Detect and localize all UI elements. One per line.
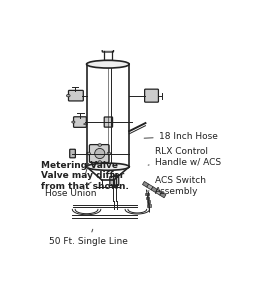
FancyBboxPatch shape (89, 145, 109, 163)
FancyBboxPatch shape (145, 89, 159, 102)
Text: 50 Ft. Single Line: 50 Ft. Single Line (49, 229, 128, 246)
Polygon shape (151, 187, 157, 193)
Ellipse shape (86, 124, 87, 125)
FancyBboxPatch shape (104, 117, 113, 127)
Bar (145, 193, 149, 195)
Ellipse shape (67, 94, 70, 97)
Polygon shape (155, 189, 162, 195)
FancyBboxPatch shape (70, 149, 75, 158)
Ellipse shape (95, 148, 105, 159)
Text: 18 Inch Hose: 18 Inch Hose (144, 132, 217, 141)
FancyBboxPatch shape (102, 46, 113, 52)
Ellipse shape (84, 124, 85, 125)
Ellipse shape (86, 163, 129, 170)
Ellipse shape (87, 152, 90, 155)
Ellipse shape (86, 60, 129, 68)
Bar (147, 204, 150, 207)
Ellipse shape (72, 121, 75, 123)
Text: Metering Valve
Valve may differ
from that shown.: Metering Valve Valve may differ from tha… (41, 161, 129, 191)
Ellipse shape (107, 152, 111, 155)
Polygon shape (147, 184, 153, 190)
Text: RLX Control
Handle w/ ACS: RLX Control Handle w/ ACS (148, 147, 221, 166)
Text: Hose Union: Hose Union (45, 182, 96, 198)
Ellipse shape (98, 161, 102, 164)
Ellipse shape (98, 144, 102, 146)
FancyBboxPatch shape (110, 176, 119, 185)
Bar (147, 200, 150, 203)
Polygon shape (143, 182, 149, 187)
Polygon shape (160, 192, 166, 198)
Text: ACS Switch
Assembly: ACS Switch Assembly (148, 176, 206, 196)
FancyBboxPatch shape (74, 117, 86, 127)
Bar (146, 196, 149, 199)
FancyBboxPatch shape (68, 90, 83, 101)
